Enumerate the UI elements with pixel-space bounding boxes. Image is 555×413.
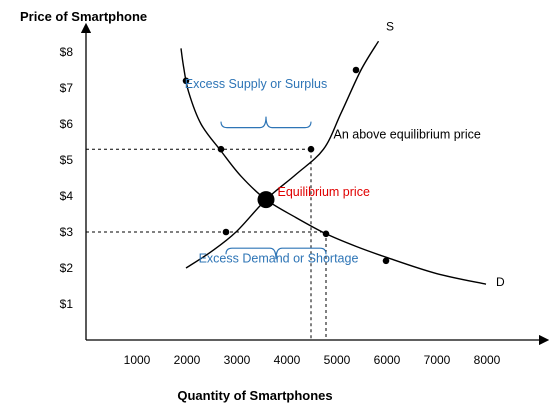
- labels: $1 $2 $3 $4 $5 $6 $7 $8 1000 2000 3000 4000 5000 6000…: [20, 9, 505, 403]
- x-tick-label: 8000: [474, 353, 501, 367]
- x-tick-label: 5000: [324, 353, 351, 367]
- shortage-label: Excess Demand or Shortage: [199, 252, 359, 266]
- x-tick-label: 4000: [274, 353, 301, 367]
- y-tick-label: $8: [60, 45, 74, 59]
- equilibrium-point: [257, 191, 275, 209]
- demand-point: [217, 145, 225, 153]
- y-tick-label: $4: [60, 189, 74, 203]
- x-tick-label: 3000: [224, 353, 251, 367]
- equilibrium-label: Equilibrium price: [278, 185, 370, 199]
- points: [182, 66, 390, 265]
- surplus-brace: [220, 116, 312, 129]
- surplus-label: Excess Supply or Surplus: [185, 77, 327, 91]
- y-tick-label: $1: [60, 297, 74, 311]
- supply-curve-label: S: [386, 19, 394, 33]
- x-tick-label: 2000: [174, 353, 201, 367]
- supply-point: [352, 66, 360, 74]
- demand-point: [322, 230, 330, 238]
- axes: [80, 22, 550, 346]
- demand-curve-label: D: [496, 275, 505, 289]
- y-tick-label: $3: [60, 225, 74, 239]
- y-tick-label: $7: [60, 81, 74, 95]
- x-tick-label: 7000: [424, 353, 451, 367]
- x-axis-title: Quantity of Smartphones: [177, 388, 332, 403]
- demand-point: [182, 77, 190, 85]
- y-tick-label: $5: [60, 153, 74, 167]
- shortage-brace: [225, 247, 327, 260]
- y-tick-label: $2: [60, 261, 74, 275]
- braces: [220, 116, 327, 260]
- reference-lines: [86, 148, 327, 340]
- above-equilibrium-label: An above equilibrium price: [334, 127, 481, 141]
- y-axis-title: Price of Smartphone: [20, 9, 147, 24]
- supply-curve: [185, 40, 380, 269]
- supply-point: [222, 228, 230, 236]
- demand-point: [382, 257, 390, 265]
- y-tick-label: $6: [60, 117, 74, 131]
- supply-point: [307, 145, 315, 153]
- x-tick-label: 6000: [374, 353, 401, 367]
- x-tick-label: 1000: [124, 353, 151, 367]
